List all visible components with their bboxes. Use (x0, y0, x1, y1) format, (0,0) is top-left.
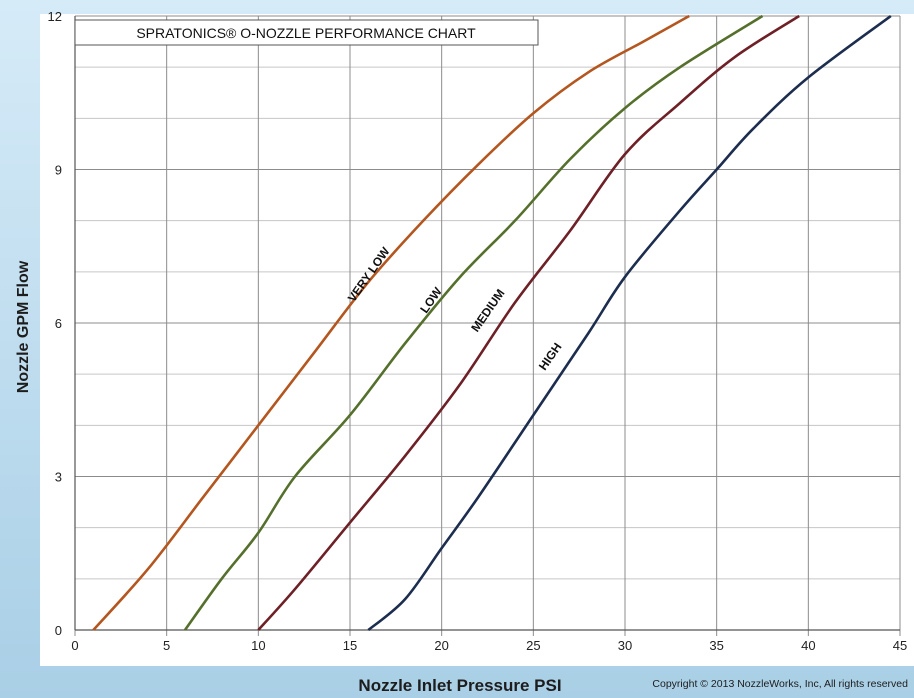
plot-background (40, 14, 914, 666)
x-tick-label: 10 (251, 638, 265, 653)
y-tick-label: 3 (55, 470, 62, 485)
title-box (74, 19, 539, 46)
x-tick-label: 25 (526, 638, 540, 653)
chart-title: SPRATONICS® O-NOZZLE PERFORMANCE CHART (136, 25, 476, 41)
series-line-low (183, 14, 764, 631)
x-tick-label: 20 (434, 638, 448, 653)
y-tick-label: 6 (55, 316, 62, 331)
x-tick-label: 5 (163, 638, 170, 653)
y-tick-label: 0 (55, 623, 62, 638)
x-tick-label: 45 (893, 638, 907, 653)
y-tick-label: 12 (48, 9, 62, 24)
y-axis-label: Nozzle GPM Flow (15, 260, 32, 394)
x-tick-label: 0 (71, 638, 78, 653)
x-tick-label: 40 (801, 638, 815, 653)
y-tick-label: 9 (55, 163, 62, 178)
series-line-medium (257, 14, 800, 631)
copyright-notice: Copyright © 2013 NozzleWorks, Inc, All r… (652, 678, 908, 690)
x-tick-label: 30 (618, 638, 632, 653)
axis-ticks: 0 5 10 15 20 25 30 35 40 45 0 3 6 9 12 (48, 9, 908, 653)
x-tick-label: 35 (709, 638, 723, 653)
x-axis-label: Nozzle Inlet Pressure PSI (358, 676, 562, 695)
x-tick-label: 15 (343, 638, 357, 653)
series-line-high (367, 14, 892, 632)
grid (74, 15, 901, 636)
series-line-very-low (92, 14, 690, 631)
